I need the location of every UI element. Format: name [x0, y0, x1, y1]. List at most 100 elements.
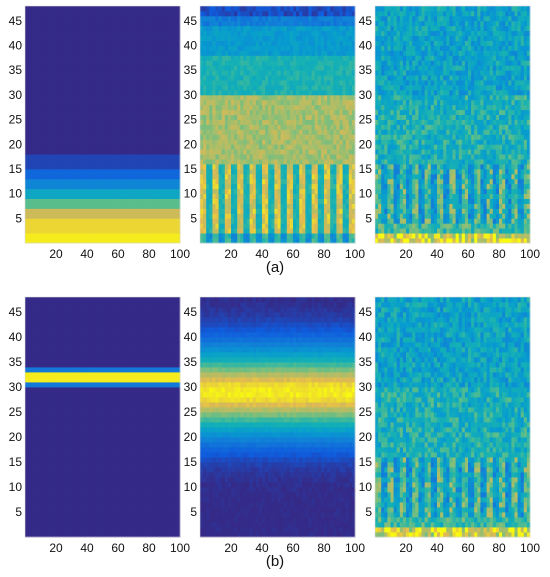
heatmap-cell	[234, 164, 238, 170]
heatmap-cell	[299, 104, 303, 111]
heatmap-cell	[93, 193, 97, 199]
heatmap-cell	[265, 65, 269, 71]
heatmap-cell	[43, 218, 48, 224]
heatmap-cell	[121, 45, 125, 51]
heatmap-cell	[252, 119, 257, 125]
heatmap-cell	[105, 149, 110, 155]
heatmap-cell	[68, 75, 72, 81]
heatmap-cell	[348, 233, 353, 239]
heatmap-cell	[108, 20, 113, 27]
heatmap-cell	[80, 45, 85, 51]
heatmap-cell	[302, 89, 306, 96]
heatmap-cell	[87, 50, 91, 56]
heatmap-cell	[505, 233, 509, 239]
heatmap-cell	[474, 238, 478, 244]
heatmap-cell	[65, 144, 69, 150]
heatmap-cell	[170, 173, 175, 180]
heatmap-cell	[274, 50, 278, 56]
heatmap-cell	[71, 80, 75, 86]
heatmap-cell	[62, 223, 66, 229]
heatmap-cell	[246, 75, 250, 81]
heatmap-cell	[314, 60, 319, 66]
heatmap-cell	[161, 238, 165, 244]
heatmap-cell	[170, 168, 175, 175]
heatmap-cell	[293, 233, 297, 239]
heatmap-cell	[25, 149, 29, 155]
heatmap-cell	[317, 173, 322, 180]
heatmap-cell	[25, 89, 29, 96]
heatmap-cell	[149, 159, 153, 165]
heatmap-cell	[477, 233, 481, 239]
heatmap-cell	[108, 144, 113, 150]
heatmap-cell	[308, 238, 312, 244]
heatmap-cell	[34, 70, 38, 76]
heatmap-cell	[320, 154, 325, 160]
heatmap-cell	[240, 99, 244, 106]
heatmap-cell	[68, 208, 72, 214]
heatmap-cell	[105, 65, 110, 71]
heatmap-cell	[74, 70, 79, 76]
heatmap-cell	[105, 20, 110, 27]
heatmap-cell	[176, 89, 181, 96]
heatmap-cell	[71, 139, 75, 145]
heatmap-cell	[93, 80, 97, 86]
heatmap-cell	[31, 233, 35, 239]
heatmap-cell	[77, 134, 82, 140]
heatmap-cell	[99, 183, 103, 190]
heatmap-cell	[56, 70, 60, 76]
heatmap-cell	[37, 218, 41, 224]
heatmap-cell	[286, 30, 291, 37]
heatmap-cell	[296, 50, 300, 56]
heatmap-cell	[265, 228, 269, 234]
heatmap-cell	[31, 159, 35, 165]
heatmap-cell	[342, 233, 347, 239]
heatmap-cell	[277, 223, 281, 229]
heatmap-cell	[443, 228, 447, 234]
heatmap-cell	[302, 30, 306, 37]
heatmap-cell	[31, 178, 35, 185]
heatmap-cell	[231, 114, 235, 120]
heatmap-cell	[324, 178, 328, 185]
heatmap-cell	[240, 193, 244, 199]
heatmap-cell	[271, 65, 275, 71]
heatmap-cell	[212, 99, 216, 106]
heatmap-cell	[200, 139, 204, 145]
heatmap-cell	[161, 80, 165, 86]
heatmap-cell	[237, 173, 241, 180]
heatmap-cell	[206, 104, 210, 111]
heatmap-cell	[249, 75, 254, 81]
heatmap-cell	[277, 193, 281, 199]
heatmap-cell	[127, 85, 131, 91]
heatmap-cell	[345, 45, 350, 51]
heatmap-cell	[305, 60, 309, 66]
heatmap-cell	[118, 124, 122, 130]
heatmap-cell	[221, 149, 226, 155]
heatmap-cell	[265, 213, 269, 219]
y-tick-label: 25	[9, 113, 23, 127]
heatmap-cell	[243, 45, 247, 51]
heatmap-cell	[280, 198, 285, 204]
heatmap-cell	[46, 55, 51, 61]
heatmap-cell	[277, 75, 281, 81]
heatmap-cell	[170, 15, 175, 22]
heatmap-cell	[262, 164, 266, 170]
heatmap-cell	[271, 233, 275, 239]
heatmap-cell	[268, 20, 272, 27]
heatmap-cell	[262, 20, 266, 27]
heatmap-cell	[62, 65, 66, 71]
heatmap-cell	[286, 50, 291, 56]
heatmap-cell	[71, 99, 75, 106]
heatmap-cell	[268, 178, 272, 185]
heatmap-cell	[333, 94, 337, 101]
heatmap-cell	[136, 50, 141, 56]
heatmap-cell	[161, 159, 165, 165]
heatmap-cell	[133, 50, 137, 56]
heatmap-cell	[74, 159, 79, 165]
heatmap-cell	[118, 75, 122, 81]
heatmap-cell	[121, 159, 125, 165]
heatmap-cell	[280, 65, 285, 71]
heatmap-cell	[348, 70, 353, 76]
heatmap-cell	[124, 30, 128, 37]
heatmap-cell	[127, 35, 131, 41]
heatmap-cell	[268, 104, 272, 111]
